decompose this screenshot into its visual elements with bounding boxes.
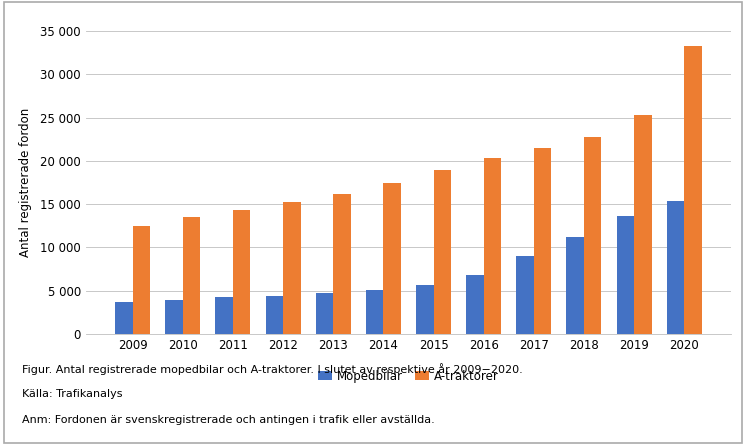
- Bar: [616, 216, 634, 334]
- Legend: Mopedbilar, A-traktorer: Mopedbilar, A-traktorer: [319, 370, 498, 383]
- Bar: [466, 275, 483, 334]
- Bar: [684, 46, 702, 334]
- Bar: [566, 237, 584, 334]
- Bar: [634, 115, 651, 334]
- Bar: [333, 194, 351, 334]
- Y-axis label: Antal registrerade fordon: Antal registrerade fordon: [19, 108, 32, 257]
- Bar: [516, 256, 534, 334]
- Bar: [133, 226, 150, 334]
- Bar: [183, 217, 201, 334]
- Bar: [584, 137, 601, 334]
- Bar: [283, 202, 301, 334]
- Bar: [483, 158, 501, 334]
- Bar: [433, 170, 451, 334]
- Bar: [366, 290, 383, 334]
- Text: Anm: Fordonen är svenskregistrerade och antingen i trafik eller avställda.: Anm: Fordonen är svenskregistrerade och …: [22, 415, 435, 425]
- Bar: [266, 296, 283, 334]
- Bar: [534, 148, 551, 334]
- Bar: [667, 202, 684, 334]
- Bar: [233, 210, 251, 334]
- Bar: [166, 300, 183, 334]
- Bar: [316, 293, 333, 334]
- Text: Figur. Antal registrerade mopedbilar och A-traktorer. I slutet av respektive år : Figur. Antal registrerade mopedbilar och…: [22, 363, 523, 375]
- Bar: [216, 296, 233, 334]
- Text: Källa: Trafikanalys: Källa: Trafikanalys: [22, 389, 123, 399]
- Bar: [383, 183, 401, 334]
- Bar: [416, 285, 433, 334]
- Bar: [115, 302, 133, 334]
